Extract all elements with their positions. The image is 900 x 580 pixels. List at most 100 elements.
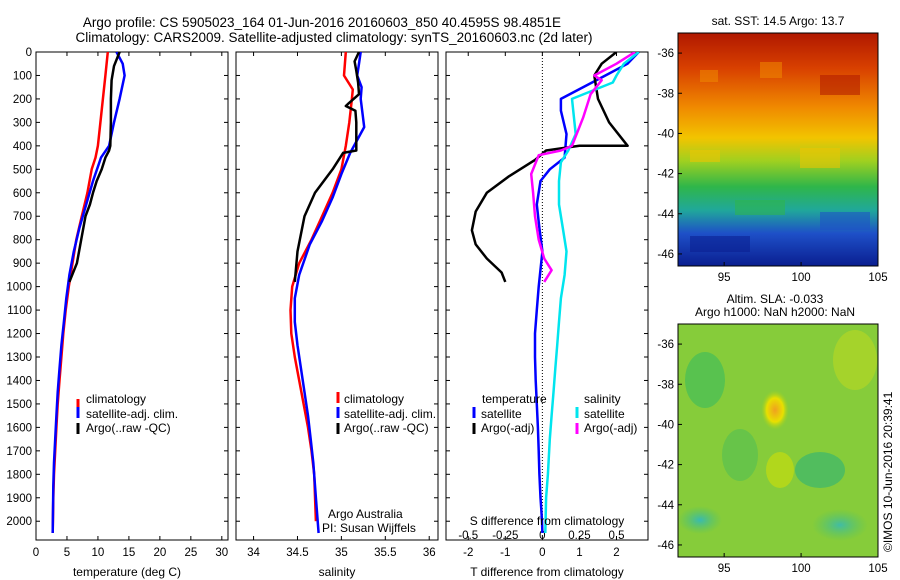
depth-tick-label: 700 [13,211,32,223]
x-tick-label: -1 [500,547,510,559]
depth-tick-label: 1400 [6,375,32,387]
depth-tick-label: 1000 [6,282,32,294]
map-y-tick-label: -46 [657,540,674,552]
x-tick-label: 35.5 [374,547,396,559]
depth-tick-label: 200 [13,94,32,106]
difference-depth-ticks [446,51,648,522]
x-tick-label: 20 [153,547,166,559]
depth-tick-label: 800 [13,235,32,247]
x-tick-label: 34.5 [286,547,308,559]
sla-map-subtitle: Argo h1000: NaN h2000: NaN [695,305,855,319]
difference-legend: temperature salinity satellite Argo(-adj… [472,392,637,435]
salinity-panel: 34 34.5 35 35.5 36 climatology satellite-adj… [235,51,439,579]
temperature-panel: 0100200300400500600700800900100011001200… [6,47,229,579]
map-y-tick-label: -40 [657,419,674,431]
title-line-1: Argo profile: CS 5905023_164 01-Jun-2016… [83,15,561,30]
legend-label-temp-argo: Argo(-adj) [481,421,534,435]
depth-tick-label: 1100 [7,305,32,317]
map-x-tick-label: 100 [791,563,810,575]
depth-tick-label: 2000 [6,516,32,528]
depth-tick-label: 300 [13,117,32,129]
depth-tick-label: 1800 [6,469,32,481]
depth-tick-label: 1500 [6,399,32,411]
sla-map-title: Altim. SLA: -0.033 [727,292,824,306]
x2-tick-label: -0.25 [492,530,518,542]
salinity-xlabel: salinity [319,565,356,579]
x-tick-label: 15 [123,547,136,559]
x-tick-label: 0 [33,547,39,559]
map-x-tick-label: 95 [718,563,731,575]
legend-heading-salinity: salinity [584,392,621,406]
map-x-tick-label: 100 [791,272,810,284]
depth-tick-label: 1300 [6,352,32,364]
imos-credit: ©IMOS 10-Jun-2016 20:39:41 [881,391,895,552]
map-y-tick-label: -44 [657,500,674,512]
depth-tick-label: 1600 [6,422,32,434]
legend-heading-temperature: temperature [482,392,547,406]
x-tick-label: 2 [613,547,619,559]
map-y-tick-label: -36 [657,339,674,351]
series-salinity-satellite [544,52,640,534]
difference-series [470,52,640,534]
series-argo-raw-qc [68,52,121,283]
series-salinity-argo-adj [529,52,636,283]
sst-map-title: sat. SST: 14.5 Argo: 13.7 [712,14,845,28]
map-y-tick-label: -44 [657,209,674,221]
legend-label-sal-argo: Argo(-adj) [584,421,637,435]
x-tick-label: -2 [463,547,473,559]
x2-tick-label: -0.5 [458,530,478,542]
sst-map-panel: sat. SST: 14.5 Argo: 13.7 95 100 105 -36 -38… [657,14,887,284]
difference-x-axis: -2 -1 0 1 2 [463,52,620,559]
x-tick-label: 34 [247,547,260,559]
salinity-plot-frame [235,51,439,541]
x-tick-label: 36 [423,547,436,559]
title-line-2: Climatology: CARS2009. Satellite-adjuste… [75,30,592,45]
x-tick-label: 5 [64,547,70,559]
map-y-tick-label: -38 [657,379,674,391]
map-y-tick-label: -36 [657,48,674,60]
depth-tick-label: 100 [13,70,32,82]
x-tick-label: 25 [184,547,197,559]
temperature-series [51,52,126,534]
depth-tick-label: 0 [26,47,32,59]
legend-label-climatology: climatology [344,392,404,406]
map-y-tick-label: -40 [657,128,674,140]
salinity-legend: climatology satellite-adj. clim. Argo(..… [336,392,436,435]
legend-label-argo: Argo(..raw -QC) [344,421,429,435]
map-x-tick-label: 105 [868,563,887,575]
x2-tick-label: 0.25 [568,530,590,542]
depth-tick-label: 1200 [6,329,32,341]
salinity-depth-ticks [236,51,438,522]
x-tick-label: 35 [335,547,348,559]
t-difference-label: T difference from climatology [470,565,624,579]
annotation-pi: PI: Susan Wijffels [322,521,416,535]
temperature-plot-frame [35,51,229,541]
x2-tick-label: 0.5 [608,530,624,542]
legend-label-satellite: satellite-adj. clim. [344,407,436,421]
sla-texture [678,330,877,541]
x-tick-label: 10 [92,547,105,559]
depth-axis: 0 100 200 300 400 500 600 700 800 900 1000 1100 1200… [6,47,228,528]
salinity-x-axis: 34 34.5 35 35.5 36 [247,52,436,559]
map-y-tick-label: -38 [657,88,674,100]
depth-tick-label: 600 [13,188,32,200]
depth-tick-label: 900 [13,258,32,270]
temperature-legend: climatology satellite-adj. clim. Argo(..… [76,392,178,435]
sst-texture [690,62,870,252]
map-x-tick-label: 105 [868,272,887,284]
legend-label-satellite: satellite-adj. clim. [86,407,178,421]
legend-label-sal-satellite: satellite [584,407,625,421]
s-difference-label: S difference from climatology [470,514,625,528]
series-satellite-adj-clim [51,52,126,534]
series-temperature-argo-adj [470,52,629,283]
annotation-argo-australia: Argo Australia [328,507,403,521]
difference-plot-frame [445,51,649,541]
series-climatology [289,52,355,522]
map-y-tick-label: -42 [657,460,674,472]
depth-tick-label: 500 [13,164,32,176]
legend-label-climatology: climatology [86,392,146,406]
series-argo-raw-qc [293,52,361,283]
temperature-xlabel: temperature (deg C) [73,565,181,579]
depth-tick-label: 400 [13,141,32,153]
